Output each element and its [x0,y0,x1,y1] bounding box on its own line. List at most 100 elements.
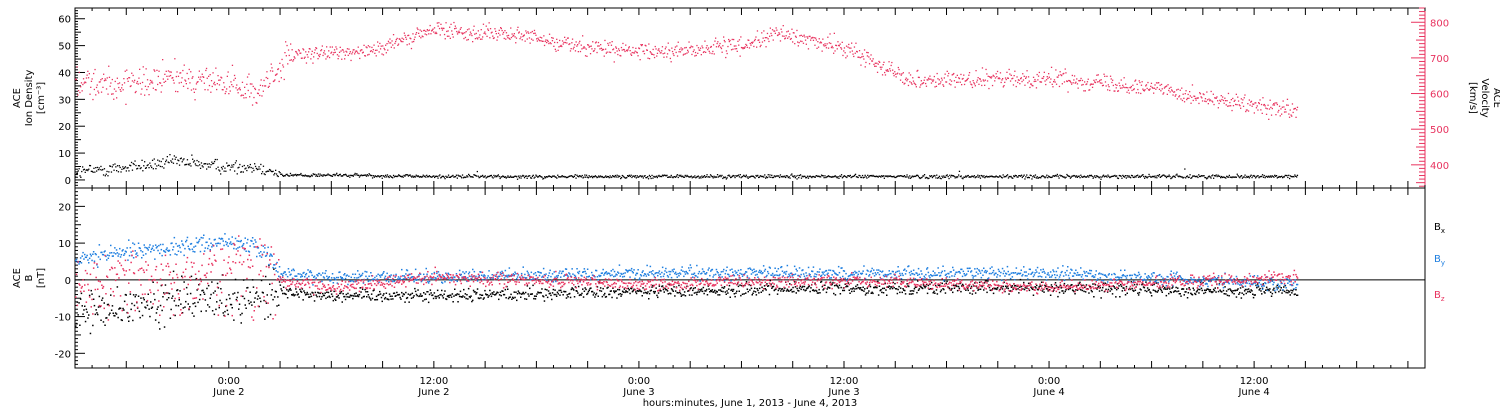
density-point [440,177,442,179]
density-point [961,177,963,179]
velocity-point [1078,80,1081,82]
field-point-b_x [608,293,610,296]
density-point [272,170,274,172]
field-point-b_x [291,294,294,296]
density-point [1234,176,1236,178]
density-point [852,175,854,178]
velocity-point [514,36,516,38]
velocity-point [307,56,309,58]
density-point [153,158,155,160]
velocity-point [273,80,275,82]
velocity-point [1119,87,1122,89]
field-point-b_x [383,293,385,295]
velocity-point [209,74,211,76]
velocity-point [750,44,752,46]
density-point [417,175,419,177]
density-point [862,177,865,179]
field-point-b_x [1133,283,1136,286]
field-point-b_x [657,292,660,294]
density-point [87,169,89,172]
density-point [778,176,781,179]
field-point-b_x [616,297,618,299]
field-point-b_x [256,298,259,300]
field-point-b_x [432,297,435,300]
field-point-b_x [222,312,224,314]
velocity-point [304,56,306,58]
velocity-point [600,47,602,49]
velocity-point [857,56,859,58]
velocity-point [859,57,861,59]
velocity-point [1112,84,1114,87]
density-point [373,176,375,178]
field-point-b_x [767,285,770,287]
velocity-point [712,44,715,46]
velocity-point [738,44,740,46]
density-point [1137,174,1139,176]
field-point-b_x [233,319,235,321]
density-point [734,176,736,179]
density-point [509,176,511,178]
density-point [692,176,694,178]
density-point [141,159,143,161]
velocity-tick-label: 600 [1430,90,1449,101]
field-point-b_x [646,292,648,295]
velocity-point [721,51,723,53]
density-point [913,175,915,177]
density-point [1123,175,1125,178]
velocity-point [578,42,580,44]
field-point-b_x [246,287,248,289]
density-point [1231,176,1233,179]
velocity-point [300,52,302,54]
field-point-b_x [828,286,830,289]
field-point-b_x [1174,290,1177,292]
velocity-point [111,78,113,81]
velocity-point [980,80,982,82]
velocity-point [530,38,533,40]
density-point [942,176,944,179]
field-point-b_x [408,301,410,303]
density-point [496,176,498,178]
field-point-b_x [717,294,719,296]
field-point-b_x [873,286,876,289]
density-point [472,176,474,178]
density-point [689,176,691,178]
field-point-b_x [284,293,286,295]
velocity-point [709,52,711,54]
field-point-b_x [833,284,836,287]
field-point-b_x [982,284,984,287]
velocity-point [1136,83,1138,85]
density-point [978,175,981,177]
density-point [967,174,969,177]
velocity-point [484,31,486,33]
velocity-point [296,52,298,55]
velocity-point [1273,104,1276,106]
velocity-point [162,59,164,61]
field-point-b_x [894,282,896,285]
velocity-point [833,52,835,54]
velocity-point [1020,77,1022,79]
density-point [239,163,241,166]
field-point-b_x [517,290,520,292]
field-point-b_x [526,285,529,287]
velocity-point [1048,76,1050,78]
density-point [1136,175,1138,177]
velocity-point [723,36,725,38]
field-point-b_x [153,293,155,295]
velocity-point [154,89,157,91]
density-point [1112,175,1114,177]
velocity-point [835,44,837,46]
density-point [75,176,77,178]
velocity-point [464,32,466,34]
field-point-b_x [1038,286,1040,288]
field-point-b_x [229,303,232,306]
density-point [249,163,251,166]
density-point [770,176,772,178]
density-point [328,174,330,176]
density-point [1040,177,1042,179]
density-point [452,174,454,177]
density-point [1075,176,1077,178]
velocity-point [1177,88,1179,90]
velocity-point [180,81,182,84]
density-point [1254,175,1256,177]
velocity-point [818,38,820,40]
